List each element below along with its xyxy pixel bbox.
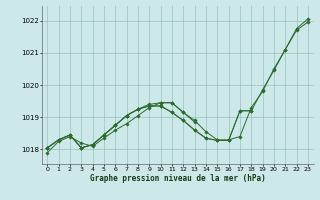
X-axis label: Graphe pression niveau de la mer (hPa): Graphe pression niveau de la mer (hPa): [90, 174, 266, 183]
